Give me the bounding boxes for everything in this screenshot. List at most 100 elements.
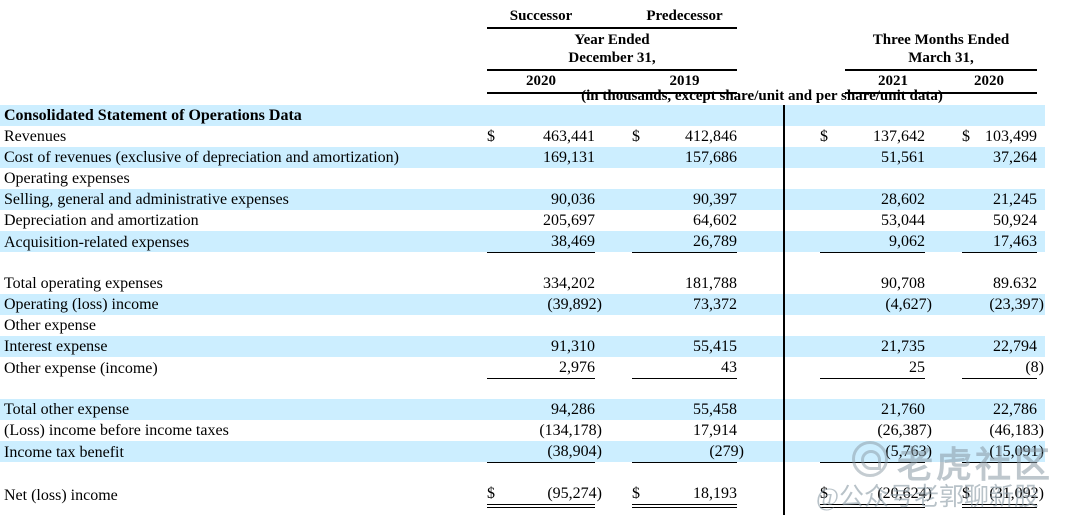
value-cell [820,105,925,126]
table-row: Revenues $463,441 $412,846 $137,642 $103,499 [0,126,1045,147]
row-label: Operating expenses [4,170,130,187]
currency-symbol: $ [632,128,640,145]
value: 55,458 [693,401,737,418]
row-label: Other expense (income) [4,359,158,377]
row-label: Selling, general and administrative expe… [4,191,289,208]
table-row: Interest expense 91,310 55,415 21,735 22,794 [0,336,1045,357]
value-cell: 9,062 [820,231,925,253]
value-cell: 21,760 [820,399,925,420]
table-row: (Loss) income before income taxes (134,17… [0,420,1045,441]
value: (15,091) [989,443,1044,460]
value-cell [962,105,1037,126]
watermark-account-text: @公众号老郭聊新股 [816,484,1040,511]
annual-period-line1: Year Ended [574,32,650,48]
value-cell [487,168,595,189]
value: 21,760 [881,401,925,418]
row-label: Depreciation and amortization [4,212,199,229]
value-cell: (39,892) [487,294,602,315]
value: 51,561 [881,149,925,166]
annual-period-line2: December 31, [568,50,656,66]
table-row: Total other expense 94,286 55,458 21,760 22,… [0,399,1045,420]
value-cell: 51,561 [820,147,925,168]
value: (23,397) [989,296,1044,313]
value: (26,387) [877,422,932,439]
value-cell: 55,458 [632,399,737,420]
value-cell: $18,193 [632,483,737,508]
value: 55,415 [693,338,737,355]
currency-symbol: $ [820,128,828,145]
row-label: Interest expense [4,338,108,355]
value-cell: 205,697 [487,210,595,231]
value: 9,062 [889,233,925,250]
value: 91,310 [551,338,595,355]
value-cell: 89.632 [962,273,1037,294]
value: 37,264 [993,149,1037,166]
period-divider-line [783,105,785,515]
quarterly-period-label: Three Months Ended March 31, [845,29,1037,71]
table-row: Income tax benefit (38,904) (279) (5,763) (1… [0,441,1045,463]
table-row: Consolidated Statement of Operations Dat… [0,105,1045,126]
header-gap [595,7,632,25]
value: 26,789 [693,233,737,250]
value-cell [632,105,737,126]
quarterly-year-2020: 2020 [974,73,1004,89]
value-cell: 50,924 [962,210,1037,231]
value: 205,697 [543,212,595,229]
value-cell: 90,708 [820,273,925,294]
table-row: Acquisition-related expenses 38,469 26,789… [0,231,1045,253]
spacer-row [0,378,1045,399]
table-row: Other expense (income) 2,976 43 25 (8) [0,357,1045,379]
value-cell: 64,602 [632,210,737,231]
quarterly-columns-header: Three Months Ended March 31, 2021 2020 [845,7,1037,94]
value: (279) [709,443,744,460]
value: 21,735 [881,338,925,355]
value: 94,286 [551,401,595,418]
value-cell [632,315,737,336]
value: (31,092) [989,485,1044,502]
table-row: Operating expenses [0,168,1045,189]
value: (8) [1025,359,1044,376]
successor-predecessor-row: Successor Predecessor [487,7,737,29]
quarterly-year-2021: 2021 [878,73,908,89]
value-cell [820,315,925,336]
value: 103,499 [985,128,1037,145]
watermark-logo-icon [852,441,888,477]
value-cell: $ (20,624) [820,483,932,508]
value-cell [487,105,595,126]
table-row: Other expense [0,315,1045,336]
value-cell [962,315,1037,336]
quarterly-years-row: 2021 2020 [845,71,1037,94]
row-label: Total operating expenses [4,275,163,292]
annual-year-2019: 2019 [669,73,700,89]
row-label: Total other expense [4,401,130,418]
value-cell [962,168,1037,189]
value: (38,904) [547,443,602,460]
value-cell: 181,788 [632,273,737,294]
currency-symbol: $ [487,128,495,145]
table-row: Net (loss) income $ (95,274) $18,193 $ (20,62… [0,483,1045,508]
value-cell: 37,264 [962,147,1037,168]
value-cell: 73,372 [632,294,737,315]
table-row: Selling, general and administrative expe… [0,189,1045,210]
row-label: Acquisition-related expenses [4,233,190,251]
row-label: Income tax benefit [4,443,124,461]
value-cell: 2,976 [487,357,595,379]
successor-label: Successor [509,8,573,24]
value-cell: 334,202 [487,273,595,294]
value: 22,794 [993,338,1037,355]
value-cell: $412,846 [632,126,737,147]
value: 412,846 [685,128,737,145]
value: 2,976 [559,359,595,376]
currency-symbol: $ [820,485,828,502]
table-row: Total operating expenses 334,202 181,788 90… [0,273,1045,294]
value: 64,602 [693,212,737,229]
value-cell: 25 [820,357,925,379]
header-spacer [845,7,1037,29]
value-cell: (15,091) [962,441,1044,463]
value-cell: 28,602 [820,189,925,210]
quarterly-period-line1: Three Months Ended [872,32,1010,48]
value-cell: 90,397 [632,189,737,210]
value-cell: 43 [632,357,737,379]
value-cell: 169,131 [487,147,595,168]
